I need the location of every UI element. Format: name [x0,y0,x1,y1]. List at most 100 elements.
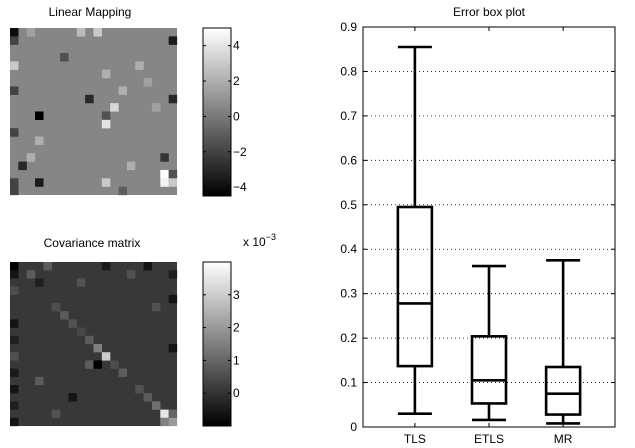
heatmap-cell [143,262,153,271]
heatmap-cell [10,385,19,394]
heatmap-cell [10,417,19,427]
y-tick-label: 0.7 [340,109,357,123]
colorbar-tick-label: 2 [233,74,240,88]
heatmap-cell [168,178,178,187]
heatmap-cell [160,178,169,187]
heatmap-1-title: Linear Mapping [49,5,132,19]
heatmap-cell [101,69,111,79]
heatmap-cell [35,278,44,287]
heatmap-cell [135,385,144,394]
colorbar-1 [202,27,232,197]
heatmap-cell [43,262,52,271]
heatmap-cell [35,136,44,146]
linear-mapping-heatmap [10,28,178,196]
y-tick-label: 0 [350,420,357,434]
heatmap-cell [126,161,136,171]
heatmap-cell [143,78,153,87]
colorbar-2-exponent-base: x 10 [243,235,266,249]
heatmap-cell [10,186,19,196]
y-tick-label: 0.2 [340,331,357,345]
heatmap-cell [10,86,19,95]
y-tick-label: 0.3 [340,287,357,301]
heatmap-cell [168,270,178,279]
heatmap-cell [160,417,169,427]
heatmap-cell [93,28,102,37]
colorbar-tick-label: 1 [233,353,240,367]
y-tick-label: 0.5 [340,198,357,212]
colorbar-tick-label: 0 [233,109,240,123]
heatmap-cell [151,401,161,410]
heatmap-cell [10,401,19,410]
heatmap-cell [118,368,128,377]
heatmap-cell [10,270,19,279]
heatmap-cell [60,311,69,320]
heatmap-cell [160,409,169,418]
heatmap-cell [51,409,61,418]
heatmap-cell [51,303,61,312]
heatmap-cell [10,368,19,377]
iqr-box [396,205,434,368]
heatmap-cell [85,94,94,104]
heatmap-cell [151,303,161,312]
heatmap-cell [76,278,86,287]
heatmap-cell [151,103,161,112]
boxplot-title: Error box plot [453,5,526,19]
box-etls [470,264,508,422]
colorbar-2-exponent: x 10−3 [243,232,276,249]
colorbar-tick-label: −2 [233,145,247,159]
colorbar-tick-label: 4 [233,39,240,53]
heatmap-cell [118,86,128,95]
heatmap-cell [168,294,178,304]
heatmap-cell [168,36,178,45]
heatmap-cell [60,53,69,62]
heatmap-cell [26,28,36,37]
heatmap-cell [85,360,94,369]
heatmap-cell [10,319,19,328]
iqr-box [544,365,582,416]
y-tick-label: 0.4 [340,242,357,256]
heatmap-cell [143,393,153,402]
heatmap-cell [68,393,77,402]
x-tick-label: MR [554,432,573,446]
heatmap-cell [126,270,136,279]
heatmap-cell [93,360,102,369]
heatmap-cell [10,286,19,295]
heatmap-cell [76,28,86,37]
heatmap-cell [160,153,169,162]
heatmap-cell [101,178,111,187]
iqr-box [470,335,508,405]
heatmap-cell [26,270,36,279]
colorbar-tick-label: −4 [233,180,247,194]
heatmap-cell [10,28,19,37]
heatmap-cell [168,169,178,179]
y-tick-label: 0.8 [340,64,357,78]
heatmap-cell [118,186,128,196]
heatmap-cell [101,352,111,361]
box-tls [396,45,434,415]
heatmap-cell [26,153,36,162]
colorbar-2-ticks: 0 1 2 3 [203,288,240,400]
heatmap-cell [35,178,44,187]
y-tick-label: 0.6 [340,153,357,167]
heatmap-cell [10,128,19,137]
heatmap-cell [160,169,169,179]
colorbar-tick-label: 2 [233,321,240,335]
heatmap-cell [10,262,19,271]
boxplot-y-ticks: 0 0.1 0.2 0.3 0.4 0.5 0.6 0.7 0.8 0.9 [340,20,615,434]
colorbar-2-exponent-power: −3 [266,232,276,242]
heatmap-cell [85,335,94,345]
heatmap-cell [68,319,77,328]
colorbar-1-ticks: −4 −2 0 2 4 [203,39,247,194]
colorbar-tick-label: 3 [233,288,240,302]
heatmap-cell [10,178,19,187]
heatmap-cell [168,344,178,353]
colorbar-2 [202,261,232,427]
box-mr [544,259,582,425]
heatmap-cell [110,103,119,112]
heatmap-cell [10,61,19,70]
heatmap-cell [168,417,178,427]
heatmap-cell [135,61,144,70]
colorbar-tick-label: 0 [233,386,240,400]
heatmap-cell [101,111,111,120]
